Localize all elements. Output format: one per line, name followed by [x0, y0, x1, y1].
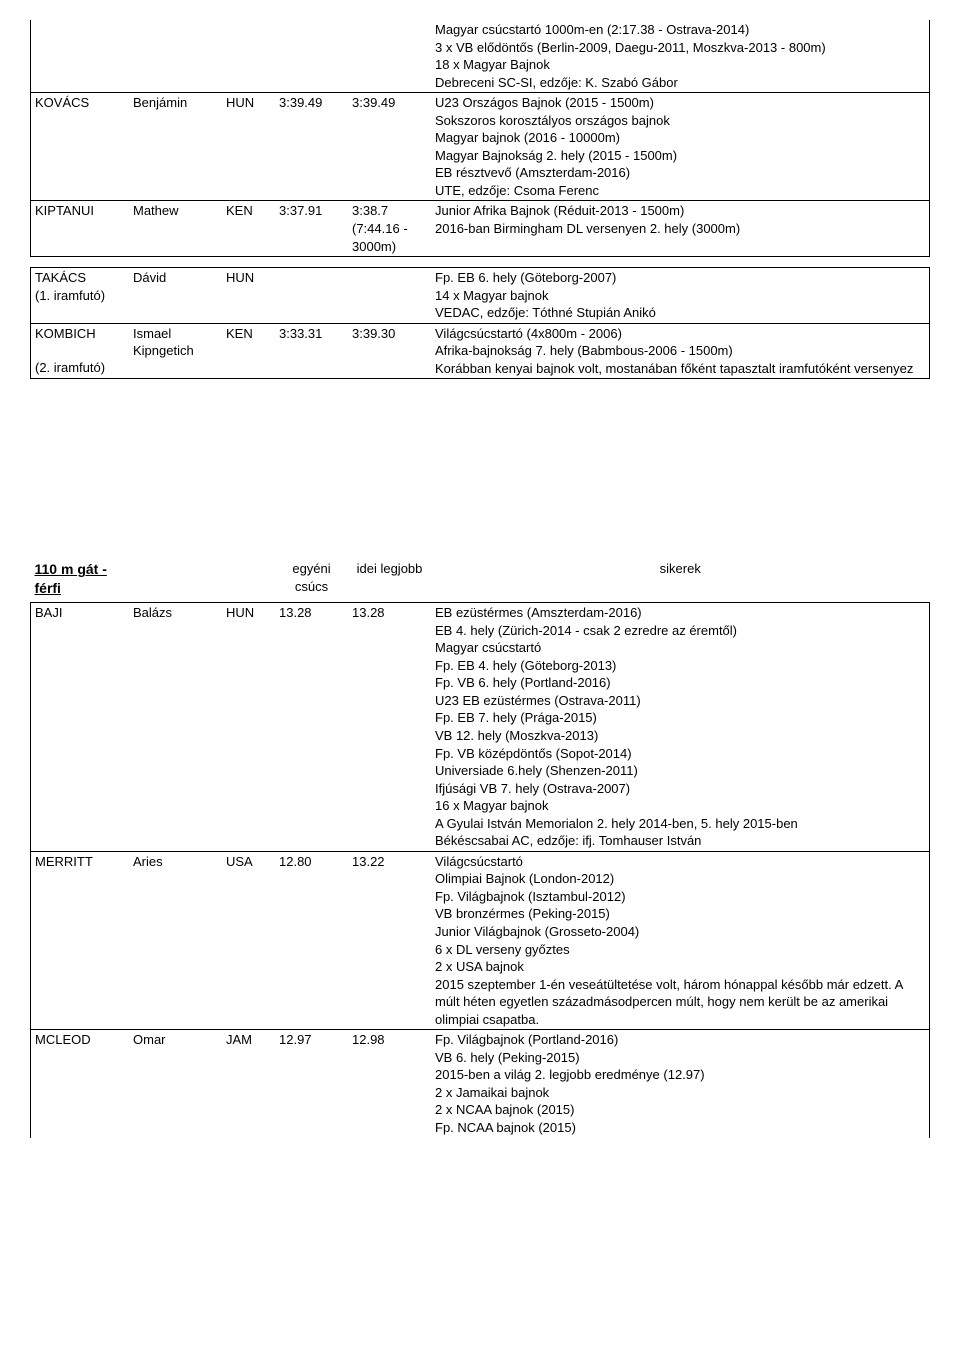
athlete-sub: (2. iramfutó) [35, 359, 125, 377]
note-line: Ifjúsági VB 7. hely (Ostrava-2007) [435, 780, 925, 798]
note-line: VEDAC, edzője: Tóthné Stupián Anikó [435, 304, 925, 322]
athlete-sb: 12.98 [348, 1030, 431, 1138]
note-line: EB résztvevő (Amszterdam-2016) [435, 164, 925, 182]
note-line: EB 4. hely (Zürich-2014 - csak 2 ezredre… [435, 622, 925, 640]
athlete-first: Ismael Kipngetich [129, 323, 222, 379]
note-line: Fp. NCAA bajnok (2015) [435, 1119, 925, 1137]
note-line: Universiade 6.hely (Shenzen-2011) [435, 762, 925, 780]
athlete-pb [275, 268, 348, 324]
athlete-nat: HUN [222, 603, 275, 852]
note-line: U23 Országos Bajnok (2015 - 1500m) [435, 94, 925, 112]
note-line: 2016-ban Birmingham DL versenyen 2. hely… [435, 220, 925, 238]
note-line: Fp. Világbajnok (Portland-2016) [435, 1031, 925, 1049]
athlete-sb: 3:39.49 [348, 93, 431, 201]
athlete-first: Omar [129, 1030, 222, 1138]
col-header-pb: egyéni csúcs [275, 559, 348, 602]
note-line: A Gyulai István Memorialon 2. hely 2014-… [435, 815, 925, 833]
note-line: 16 x Magyar bajnok [435, 797, 925, 815]
athlete-first: Aries [129, 851, 222, 1029]
athlete-first: Mathew [129, 201, 222, 257]
athlete-sub: (1. iramfutó) [35, 287, 125, 305]
note-line: Fp. VB középdöntős (Sopot-2014) [435, 745, 925, 763]
note-line: Magyar csúcstartó [435, 639, 925, 657]
athlete-nat: HUN [222, 268, 275, 324]
note-line: Junior Afrika Bajnok (Réduit-2013 - 1500… [435, 202, 925, 220]
note-line: Debreceni SC-SI, edzője: K. Szabó Gábor [435, 74, 925, 92]
note-line: Fp. EB 6. hely (Göteborg-2007) [435, 269, 925, 287]
athlete-pb: 13.28 [275, 603, 348, 852]
athlete-sb: 3:39.30 [348, 323, 431, 379]
athlete-first: Benjámin [129, 93, 222, 201]
note-line: Világcsúcstartó (4x800m - 2006) [435, 325, 925, 343]
note-line: VB 12. hely (Moszkva-2013) [435, 727, 925, 745]
note-line: Magyar Bajnokság 2. hely (2015 - 1500m) [435, 147, 925, 165]
results-table-2: 110 m gát - férfi egyéni csúcs idei legj… [30, 559, 930, 1137]
note-line: EB ezüstérmes (Amszterdam-2016) [435, 604, 925, 622]
note-line: 2015 szeptember 1-én veseátültetése volt… [435, 976, 925, 1029]
note-line: Világcsúcstartó [435, 853, 925, 871]
athlete-first: Dávid [129, 268, 222, 324]
note-line: 2015-ben a világ 2. legjobb eredménye (1… [435, 1066, 925, 1084]
athlete-name: MCLEOD [31, 1030, 130, 1138]
note-line: Korábban kenyai bajnok volt, mostanában … [435, 360, 925, 378]
athlete-sb: 13.28 [348, 603, 431, 852]
note-line: Magyar bajnok (2016 - 10000m) [435, 129, 925, 147]
athlete-first: Balázs [129, 603, 222, 852]
athlete-name: KOMBICH [35, 325, 125, 343]
athlete-name: KIPTANUI [31, 201, 130, 257]
athlete-name: KOVÁCS [31, 93, 130, 201]
note-line: VB bronzérmes (Peking-2015) [435, 905, 925, 923]
note-line: Békéscsabai AC, edzője: ifj. Tomhauser I… [435, 832, 925, 850]
col-header-sb: idei legjobb [348, 559, 431, 602]
athlete-sb: 13.22 [348, 851, 431, 1029]
athlete-pb: 12.80 [275, 851, 348, 1029]
col-header-notes: sikerek [431, 559, 930, 602]
results-table-1b: TAKÁCS (1. iramfutó) Dávid HUN Fp. EB 6.… [30, 267, 930, 379]
note-line: VB 6. hely (Peking-2015) [435, 1049, 925, 1067]
athlete-pb: 3:37.91 [275, 201, 348, 257]
note-line: 2 x USA bajnok [435, 958, 925, 976]
note-line: 2 x Jamaikai bajnok [435, 1084, 925, 1102]
note-line: Olimpiai Bajnok (London-2012) [435, 870, 925, 888]
athlete-pb: 12.97 [275, 1030, 348, 1138]
athlete-name: TAKÁCS [35, 269, 125, 287]
athlete-nat: HUN [222, 93, 275, 201]
note-line: Junior Világbajnok (Grosseto-2004) [435, 923, 925, 941]
note-line: 3 x VB elődöntős (Berlin-2009, Daegu-201… [435, 39, 925, 57]
athlete-sb: 3:38.7 (7:44.16 - 3000m) [348, 201, 431, 257]
note-line: Fp. VB 6. hely (Portland-2016) [435, 674, 925, 692]
note-line: Fp. EB 4. hely (Göteborg-2013) [435, 657, 925, 675]
note-line: 18 x Magyar Bajnok [435, 56, 925, 74]
athlete-nat: JAM [222, 1030, 275, 1138]
note-line: UTE, edzője: Csoma Ferenc [435, 182, 925, 200]
note-line: Magyar csúcstartó 1000m-en (2:17.38 - Os… [435, 21, 925, 39]
athlete-pb: 3:33.31 [275, 323, 348, 379]
note-line: 14 x Magyar bajnok [435, 287, 925, 305]
athlete-name: BAJI [31, 603, 130, 852]
athlete-name: MERRITT [31, 851, 130, 1029]
athlete-nat: KEN [222, 323, 275, 379]
athlete-sb [348, 268, 431, 324]
athlete-pb: 3:39.49 [275, 93, 348, 201]
athlete-nat: KEN [222, 201, 275, 257]
results-table-1: Magyar csúcstartó 1000m-en (2:17.38 - Os… [30, 20, 930, 257]
note-line: U23 EB ezüstérmes (Ostrava-2011) [435, 692, 925, 710]
note-line: Sokszoros korosztályos országos bajnok [435, 112, 925, 130]
note-line: Fp. Világbajnok (Isztambul-2012) [435, 888, 925, 906]
note-line: Afrika-bajnokság 7. hely (Babmbous-2006 … [435, 342, 925, 360]
note-line: 2 x NCAA bajnok (2015) [435, 1101, 925, 1119]
note-line: Fp. EB 7. hely (Prága-2015) [435, 709, 925, 727]
athlete-nat: USA [222, 851, 275, 1029]
section-title: 110 m gát - férfi [35, 561, 107, 596]
note-line: 6 x DL verseny győztes [435, 941, 925, 959]
